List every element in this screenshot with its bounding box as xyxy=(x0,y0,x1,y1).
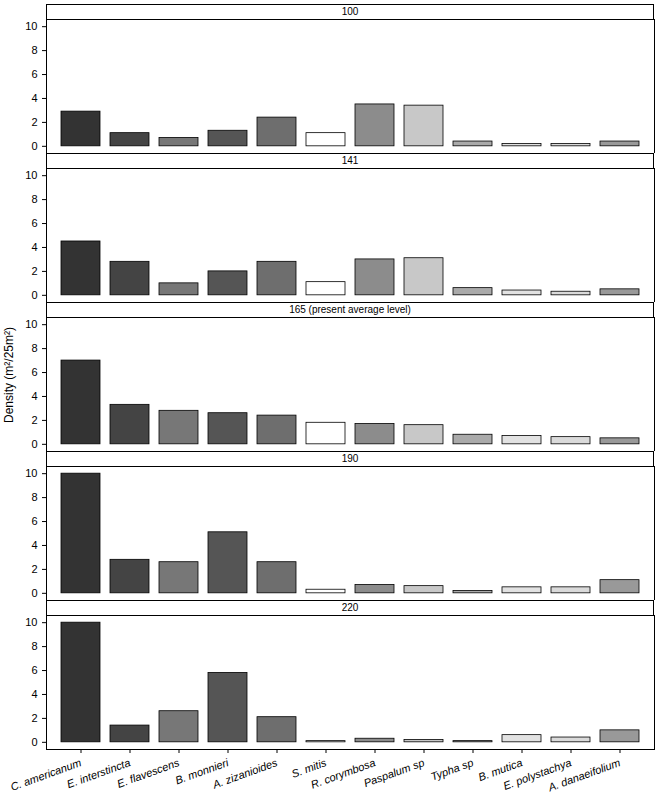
svg-text:S. mitis: S. mitis xyxy=(289,756,328,780)
svg-text:B. mutica: B. mutica xyxy=(476,756,524,784)
html-text:165 (present average level): 165 (present average level) xyxy=(289,304,411,315)
html-text:Density (m²/25m²): Density (m²/25m²) xyxy=(2,326,16,423)
svg-text:4: 4 xyxy=(31,539,37,551)
svg-text:E. flavescens: E. flavescens xyxy=(115,756,181,790)
svg-text:10: 10 xyxy=(25,20,37,32)
svg-text:0: 0 xyxy=(31,140,37,152)
svg-text:0: 0 xyxy=(31,438,37,450)
svg-text:B. monnieri: B. monnieri xyxy=(173,756,230,787)
html-text:220: 220 xyxy=(341,602,359,613)
svg-text:0: 0 xyxy=(31,736,37,748)
svg-text:0: 0 xyxy=(31,289,37,301)
svg-text:E. polystachya: E. polystachya xyxy=(501,756,573,792)
svg-text:A. danaeifolium: A. danaeifolium xyxy=(546,756,622,794)
svg-text:6: 6 xyxy=(31,366,37,378)
svg-text:2: 2 xyxy=(31,265,37,277)
svg-text:10: 10 xyxy=(25,467,37,479)
svg-text:8: 8 xyxy=(31,44,37,56)
html-text:190: 190 xyxy=(341,453,359,464)
svg-text:2: 2 xyxy=(31,712,37,724)
svg-text:R. corymbosa: R. corymbosa xyxy=(309,756,377,791)
svg-text:4: 4 xyxy=(31,241,37,253)
svg-text:4: 4 xyxy=(31,688,37,700)
svg-text:E. interstincta: E. interstincta xyxy=(65,756,132,791)
svg-text:2: 2 xyxy=(31,563,37,575)
svg-text:0: 0 xyxy=(31,587,37,599)
svg-text:6: 6 xyxy=(31,515,37,527)
html-text:100: 100 xyxy=(341,6,359,17)
svg-text:A. zizanioides: A. zizanioides xyxy=(210,756,279,791)
svg-text:8: 8 xyxy=(31,640,37,652)
svg-text:8: 8 xyxy=(31,491,37,503)
svg-text:4: 4 xyxy=(31,92,37,104)
svg-text:4: 4 xyxy=(31,390,37,402)
svg-text:6: 6 xyxy=(31,68,37,80)
html-text:141: 141 xyxy=(341,155,359,166)
svg-text:8: 8 xyxy=(31,193,37,205)
svg-text:10: 10 xyxy=(25,318,37,330)
svg-text:10: 10 xyxy=(25,169,37,181)
svg-text:2: 2 xyxy=(31,414,37,426)
svg-text:2: 2 xyxy=(31,116,37,128)
svg-text:6: 6 xyxy=(31,664,37,676)
svg-text:Typha sp: Typha sp xyxy=(429,756,475,782)
svg-text:6: 6 xyxy=(31,217,37,229)
svg-text:10: 10 xyxy=(25,616,37,628)
svg-text:C. americanum: C. americanum xyxy=(8,756,83,793)
svg-text:Paspalum sp: Paspalum sp xyxy=(362,756,426,789)
svg-text:8: 8 xyxy=(31,342,37,354)
